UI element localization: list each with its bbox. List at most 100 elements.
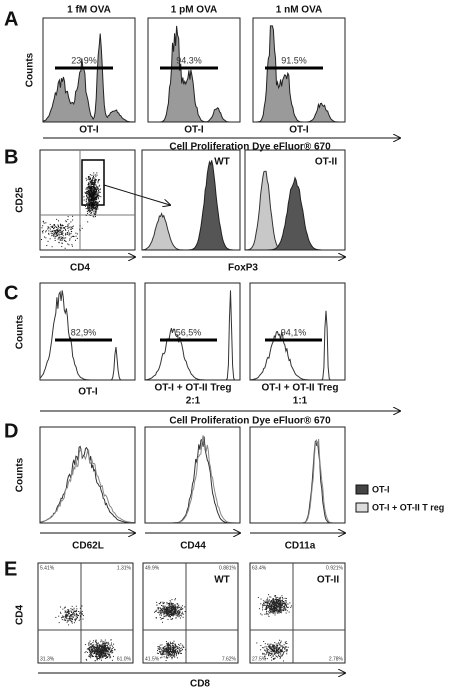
dot [259,608,261,610]
dot [90,181,92,183]
dot [159,651,161,653]
dot [106,642,108,644]
dot [106,648,108,650]
dot [87,192,89,194]
dot [268,599,270,601]
dot [273,599,275,601]
dot [272,609,274,611]
dot [167,612,169,614]
dot [54,236,56,238]
dot [94,647,96,649]
dot [76,610,78,612]
dot [92,186,94,188]
dot [163,610,165,612]
dot [275,647,277,649]
dot [165,611,167,613]
dot [161,617,163,619]
dot [275,600,277,602]
dot [57,232,59,234]
dot [96,658,98,660]
dot [91,645,93,647]
dot [103,650,105,652]
dot [91,188,93,190]
dot [54,224,56,226]
dot [273,598,275,600]
dot [96,193,98,195]
dot [275,610,277,612]
dot [163,648,165,650]
dot [55,229,57,231]
dot [278,599,280,601]
dot [159,611,161,613]
dot [89,181,91,183]
dot [65,240,67,242]
dot [282,652,284,654]
dot [95,655,97,657]
dot [71,227,73,229]
dot [88,208,90,210]
dot [49,238,51,240]
dot [89,207,91,209]
dot [96,206,98,208]
dot [269,612,271,614]
dot [278,602,280,604]
dot [93,640,95,642]
dot [171,650,173,652]
dot [55,231,57,233]
dot [279,608,281,610]
dot [90,197,92,199]
dot [95,646,97,648]
dot [91,194,93,196]
dot [272,645,274,647]
dot [57,220,59,222]
plot-frame [42,17,136,123]
dot [91,174,93,176]
dot [167,614,169,616]
dot [67,618,69,620]
dot [267,602,269,604]
dot [93,207,95,209]
dot [163,615,165,617]
dot [274,610,276,612]
dot [112,655,114,657]
dot [111,650,113,652]
dot [91,203,93,205]
dot [106,654,108,656]
dot [284,602,286,604]
x-label: CD44 [180,541,206,552]
dot [90,651,92,653]
dot [91,191,93,193]
dot [178,643,180,645]
dot [103,645,105,647]
dot [93,177,95,179]
dot [101,649,103,651]
dot [174,652,176,654]
dot [111,648,113,650]
dot [161,652,163,654]
dot [104,642,106,644]
dot [167,650,169,652]
dot [87,209,89,211]
dot [97,642,99,644]
dot [175,604,177,606]
dot [182,648,184,650]
dot [274,644,276,646]
dot [277,596,279,598]
dot [89,187,91,189]
dot [167,643,169,645]
dot [170,645,172,647]
dot [278,603,280,605]
dot [94,206,96,208]
dot [277,599,279,601]
dot [89,189,91,191]
dot [172,612,174,614]
dot [262,653,264,655]
dot [89,177,91,179]
dot [80,612,82,614]
dot [66,610,68,612]
dot [276,602,278,604]
dot [56,232,58,234]
dot [269,608,271,610]
dot [94,191,96,193]
